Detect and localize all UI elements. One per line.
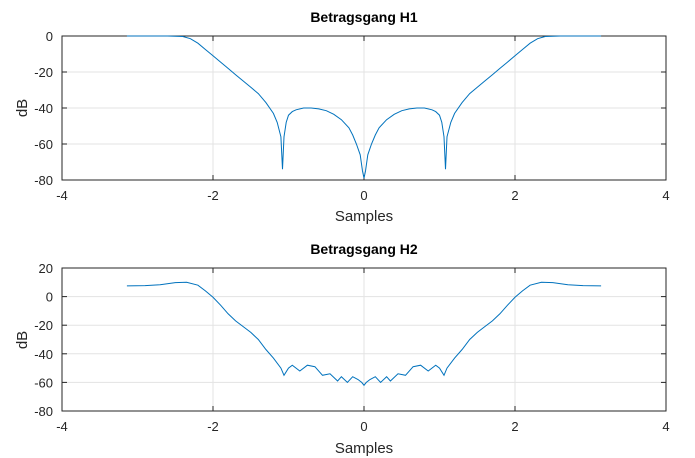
x-tick-label: 4	[662, 419, 669, 434]
ticks: -4 -2 0 2 40-20-40-60-80	[34, 29, 669, 203]
chart-title: Betragsgang H1	[310, 9, 418, 25]
y-tick-label: -20	[34, 65, 53, 80]
x-tick-label: 2	[511, 188, 518, 203]
x-axis-label: Samples	[335, 440, 393, 457]
y-tick-label: -60	[34, 375, 53, 390]
y-tick-label: -60	[34, 137, 53, 152]
x-tick-label: -4	[56, 188, 68, 203]
x-tick-label: 0	[360, 419, 367, 434]
y-tick-label: -40	[34, 347, 53, 362]
x-tick-label: -2	[207, 419, 219, 434]
series-line	[126, 281, 602, 387]
y-tick-label: 0	[46, 29, 53, 44]
y-tick-label: -80	[34, 173, 53, 188]
y-tick-label: -80	[34, 404, 53, 419]
y-tick-label: -40	[34, 101, 53, 116]
y-axis-label: dB	[14, 99, 31, 117]
x-tick-label: 2	[511, 419, 518, 434]
chart-title: Betragsgang H2	[310, 241, 418, 257]
x-tick-label: 4	[662, 188, 669, 203]
x-tick-label: -2	[207, 188, 219, 203]
y-axis-label: dB	[14, 331, 31, 349]
subplot-h1: Betragsgang H1 -4 -2 0 2 40-20-40-60-80 Samp…	[14, 9, 670, 225]
x-tick-label: 0	[360, 188, 367, 203]
y-tick-label: 20	[39, 261, 53, 276]
grid	[61, 35, 667, 181]
y-tick-label: -20	[34, 318, 53, 333]
grid	[61, 267, 667, 412]
y-tick-label: 0	[46, 290, 53, 305]
x-tick-label: -4	[56, 419, 68, 434]
x-axis-label: Samples	[335, 208, 393, 225]
series-line	[126, 35, 602, 179]
